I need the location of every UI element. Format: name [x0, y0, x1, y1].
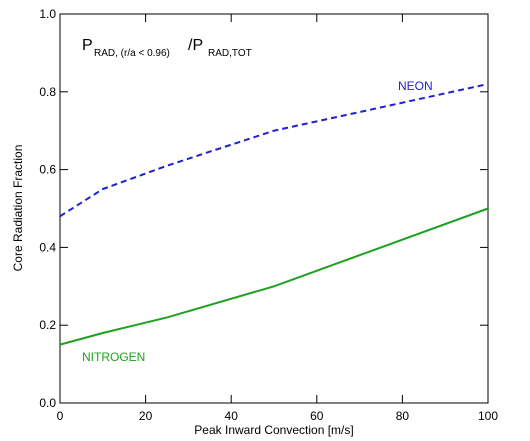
x-tick-label: 0	[57, 409, 64, 423]
y-axis-label: Core Radiation Fraction	[11, 145, 25, 272]
y-tick-label: 0.6	[39, 163, 56, 177]
y-tick-label: 1.0	[39, 7, 56, 21]
x-tick-label: 100	[478, 409, 498, 423]
series-line	[59, 83, 489, 218]
x-tick-label: 40	[225, 409, 239, 423]
x-axis-label: Peak Inward Convection [m/s]	[194, 423, 353, 437]
annotation-p: P	[82, 37, 93, 54]
y-tick-label: 0.0	[39, 396, 56, 410]
annotation-p2: /P	[188, 37, 203, 54]
series-line	[59, 207, 489, 346]
x-tick-label: 60	[310, 409, 324, 423]
y-tick-label: 0.4	[39, 240, 56, 254]
x-tick-label: 80	[396, 409, 410, 423]
series-label: NITROGEN	[82, 350, 145, 364]
y-tick-label: 0.8	[39, 85, 56, 99]
series-label: NEON	[398, 79, 433, 93]
x-tick-label: 20	[139, 409, 153, 423]
annotation-sub: RAD, (r/a < 0.96)	[94, 48, 170, 59]
annotation-sub2: RAD,TOT	[208, 48, 252, 59]
plot-frame	[59, 13, 489, 404]
y-tick-label: 0.2	[39, 318, 56, 332]
